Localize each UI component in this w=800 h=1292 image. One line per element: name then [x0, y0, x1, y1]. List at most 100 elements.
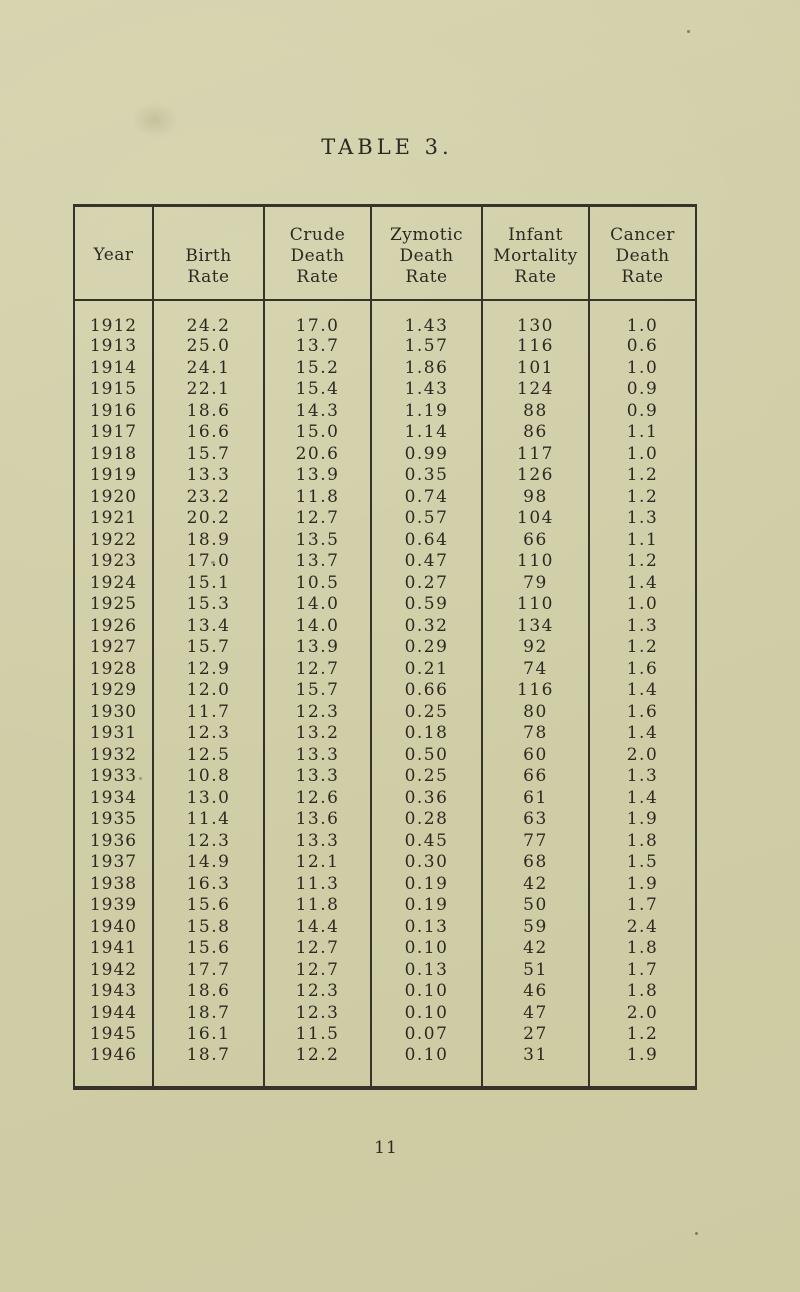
table-cell: 0.50: [370, 744, 482, 766]
table-row: 1925 15.3 14.0 0.59 110 1.0: [74, 593, 696, 615]
table-cell: 1927: [89, 637, 138, 658]
table-cell: 0.10: [370, 980, 482, 1002]
table-cell: 15.7: [152, 443, 264, 465]
table-cell: 1933: [89, 766, 138, 787]
table-cell: 1945: [89, 1024, 138, 1045]
table-cell: 1944: [89, 1002, 138, 1023]
table-cell: 1.1: [588, 421, 696, 443]
table-row: 1913 25.0 13.7 1.57 116 0.6: [74, 335, 696, 357]
table-row: 1931 12.3 13.2 0.18 78 1.4: [74, 722, 696, 744]
table-cell: 51: [481, 959, 589, 981]
table-cell: 23.2: [152, 486, 264, 508]
table-cell: 1.8: [588, 980, 696, 1002]
table-cell: 13.3: [263, 765, 371, 787]
table-cell: 66: [481, 529, 589, 551]
table-cell: 116: [481, 335, 589, 357]
table-cell: 2.4: [588, 916, 696, 938]
table-cell: 0.9: [588, 400, 696, 422]
column-header-crude-death-rate: Crude Death Rate: [263, 205, 371, 301]
table-cell: 134: [481, 615, 589, 637]
table-cell: 14.3: [263, 400, 371, 422]
table-cell: 13.9: [263, 464, 371, 486]
table-cell: 14.0: [263, 615, 371, 637]
table-cell: 1.6: [588, 701, 696, 723]
table-cell: 98: [481, 486, 589, 508]
table-cell: 15.1: [152, 572, 264, 594]
table-cell: 17.0: [152, 550, 264, 572]
table-row: 1932 12.5 13.3 0.50 60 2.0: [74, 744, 696, 766]
table-cell: 1.8: [588, 937, 696, 959]
table-cell: 0.25: [370, 701, 482, 723]
table-cell: 1.2: [588, 636, 696, 658]
table-cell: 0.99: [370, 443, 482, 465]
table-cell: 1920: [89, 486, 138, 507]
table-cell: 25.0: [152, 335, 264, 357]
table-cell: 86: [481, 421, 589, 443]
table-cell: 1.2: [588, 486, 696, 508]
table-cell: 117: [481, 443, 589, 465]
table-row: 1941 15.6 12.7 0.10 42 1.8: [74, 937, 696, 959]
table-cell: 1923: [89, 551, 138, 572]
table-cell: 13.3: [152, 464, 264, 486]
table-cell: 74: [481, 658, 589, 680]
table-row: 1923 17.0 13.7 0.47 110 1.2: [74, 550, 696, 572]
table-cell: 12.3: [152, 830, 264, 852]
table-cell: 0.9: [588, 378, 696, 400]
table-cell: 1919: [89, 465, 138, 486]
table-cell: 104: [481, 507, 589, 529]
table-cell: 0.19: [370, 873, 482, 895]
table-row: 1920 23.2 11.8 0.74 98 1.2: [74, 486, 696, 508]
table-cell: 1.8: [588, 830, 696, 852]
table-cell: 1924: [89, 572, 138, 593]
table-row: 1926 13.4 14.0 0.32 134 1.3: [74, 615, 696, 637]
table-cell: 1936: [89, 830, 138, 851]
table-row: 1917 16.6 15.0 1.14 86 1.1: [74, 421, 696, 443]
table-row: 1922 18.9 13.5 0.64 66 1.1: [74, 529, 696, 551]
table-cell: 15.7: [263, 679, 371, 701]
table-cell: 0.10: [370, 1045, 482, 1088]
table-cell: 0.45: [370, 830, 482, 852]
table-cell: 1.2: [588, 550, 696, 572]
table-cell: 13.9: [263, 636, 371, 658]
table-cell: 1928: [89, 658, 138, 679]
column-header-zymotic-death-rate: Zymotic Death Rate: [370, 205, 482, 301]
table-cell: 12.2: [263, 1045, 371, 1088]
table-cell: 1922: [89, 529, 138, 550]
table-cell: 1.86: [370, 357, 482, 379]
table-cell: 1917: [89, 422, 138, 443]
table-cell: 1938: [89, 873, 138, 894]
table-row: 1935 11.4 13.6 0.28 63 1.9: [74, 808, 696, 830]
table-cell: 1925: [89, 594, 138, 615]
table-cell: 10.5: [263, 572, 371, 594]
table-row: 1915 22.1 15.4 1.43 124 0.9: [74, 378, 696, 400]
table-row: 1944 18.7 12.3 0.10 47 2.0: [74, 1002, 696, 1024]
table-cell: 1.9: [588, 873, 696, 895]
table-cell: 27: [481, 1023, 589, 1045]
table-cell: 12.0: [152, 679, 264, 701]
page-number: 11: [374, 1138, 398, 1158]
table-cell: 1935: [89, 809, 138, 830]
table-cell: 12.3: [263, 1002, 371, 1024]
table-cell: 1931: [89, 723, 138, 744]
table-cell: 42: [481, 937, 589, 959]
table-cell: 13.0: [152, 787, 264, 809]
table-cell: 1939: [89, 895, 138, 916]
table-cell: 12.6: [263, 787, 371, 809]
table-cell: 1914: [89, 357, 138, 378]
table-row: 1928 12.9 12.7 0.21 74 1.6: [74, 658, 696, 680]
table-cell: 1.43: [370, 299, 482, 336]
table-cell: 11.7: [152, 701, 264, 723]
table-row: 1937 14.9 12.1 0.30 68 1.5: [74, 851, 696, 873]
table-cell: 15.6: [152, 894, 264, 916]
table-cell: 0.32: [370, 615, 482, 637]
vital-statistics-table: Year Birth Rate Crude Death Rate Zymotic Death R…: [73, 204, 697, 1090]
table-cell: 0.59: [370, 593, 482, 615]
table-cell: 1.4: [588, 787, 696, 809]
table-cell: 0.64: [370, 529, 482, 551]
table-cell: 15.7: [152, 636, 264, 658]
table-cell: 1.19: [370, 400, 482, 422]
table-cell: 2.0: [588, 744, 696, 766]
table-cell: 60: [481, 744, 589, 766]
table-row: 1921 20.2 12.7 0.57 104 1.3: [74, 507, 696, 529]
table-row: 1942 17.7 12.7 0.13 51 1.7: [74, 959, 696, 981]
